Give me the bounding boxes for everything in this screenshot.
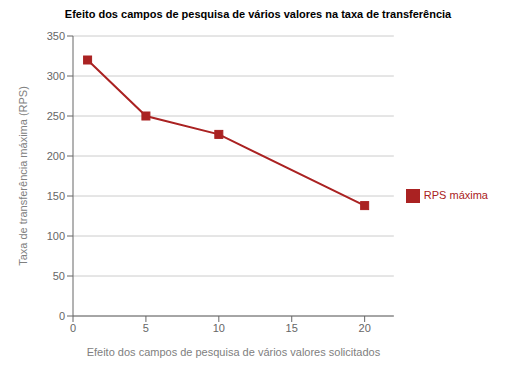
svg-text:10: 10 bbox=[213, 322, 225, 334]
svg-text:200: 200 bbox=[47, 150, 65, 162]
svg-text:15: 15 bbox=[286, 322, 298, 334]
svg-text:250: 250 bbox=[47, 110, 65, 122]
svg-text:350: 350 bbox=[47, 30, 65, 42]
svg-text:5: 5 bbox=[143, 322, 149, 334]
svg-text:50: 50 bbox=[53, 270, 65, 282]
svg-text:150: 150 bbox=[47, 190, 65, 202]
svg-text:0: 0 bbox=[70, 322, 76, 334]
svg-text:Efeito dos campos de pesquisa: Efeito dos campos de pesquisa de vários … bbox=[87, 346, 381, 358]
svg-text:0: 0 bbox=[59, 310, 65, 322]
svg-text:Taxa de transferência máxima (: Taxa de transferência máxima (RPS) bbox=[17, 86, 29, 266]
svg-text:300: 300 bbox=[47, 70, 65, 82]
svg-text:20: 20 bbox=[359, 322, 371, 334]
svg-text:100: 100 bbox=[47, 230, 65, 242]
html-text:RPS máxima: RPS máxima bbox=[423, 189, 488, 201]
html-text:Efeito dos campos de pesquisa: Efeito dos campos de pesquisa de vários … bbox=[64, 8, 452, 20]
